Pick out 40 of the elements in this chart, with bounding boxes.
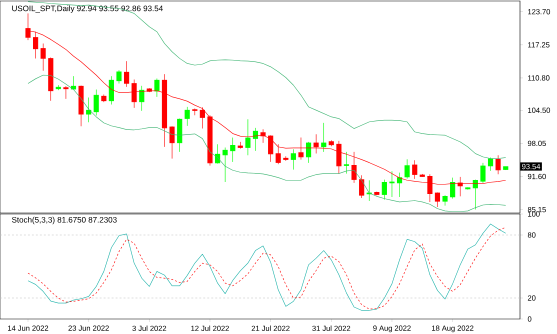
candlestick: [40, 43, 46, 72]
candlestick: [177, 118, 182, 152]
candlestick: [321, 122, 326, 152]
candlestick: [154, 78, 160, 98]
candlestick: [306, 142, 312, 164]
candlestick: [488, 157, 494, 172]
candlestick: [434, 192, 440, 208]
candlestick: [442, 194, 448, 206]
candlestick: [359, 174, 364, 198]
candlestick: [366, 180, 372, 202]
candlestick: [314, 134, 319, 154]
candlestick: [169, 126, 175, 159]
candlestick: [222, 147, 228, 182]
candlestick: [139, 85, 144, 112]
candlestick: [290, 148, 296, 170]
candlestick: [404, 158, 410, 179]
candlestick: [298, 137, 304, 160]
candlestick: [252, 128, 258, 152]
candlestick: [389, 170, 395, 198]
candlestick: [116, 70, 122, 84]
candlestick: [450, 177, 456, 199]
candlestick: [230, 137, 236, 162]
candlestick: [86, 97, 92, 122]
candlestick: [382, 179, 387, 200]
candlestick: [344, 152, 350, 174]
candlestick: [184, 106, 190, 126]
candlestick: [480, 162, 486, 184]
candlestick: [63, 86, 68, 100]
candlestick: [496, 154, 501, 175]
candlestick: [412, 160, 418, 180]
candlestick: [132, 79, 137, 108]
candlestick: [200, 106, 205, 129]
candlestick: [276, 144, 281, 164]
candlestick: [124, 60, 130, 88]
candlestick: [94, 89, 99, 116]
candlestick: [268, 134, 274, 162]
candlestick: [108, 76, 114, 105]
candlestick: [336, 140, 342, 174]
candlestick: [245, 118, 250, 156]
candlestick: [472, 179, 478, 210]
